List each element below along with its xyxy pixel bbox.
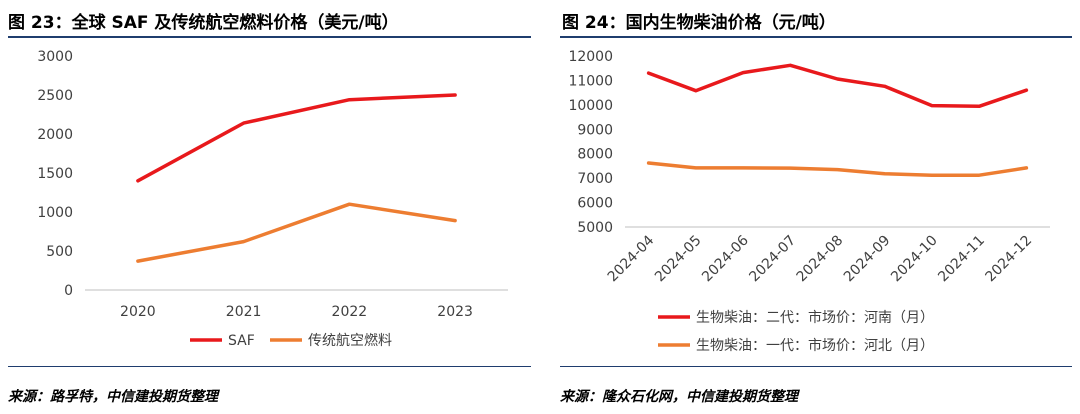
y-tick-label: 6000 [577,196,613,212]
x-tick-label: 2023 [437,304,473,320]
left-title-rule [8,36,531,38]
y-tick-label: 3000 [37,49,73,65]
right-source: 来源：隆众石化网，中信建投期货整理 [560,389,798,405]
y-tick-label: 9000 [577,122,613,138]
left-chart: 0 500 1000 1500 2000 2500 3000 2020 2021 2022 2023… [37,49,508,349]
x-tick-label: 2022 [332,304,368,320]
y-tick-label: 12000 [568,49,613,65]
legend-label-1: 生物柴油：二代：市场价：河南（月） [696,309,934,326]
legend-label-1: SAF [228,333,255,349]
x-tick-label: 2024-07 [746,233,799,286]
x-tick-label: 2024-06 [699,232,752,285]
x-tick-label: 2020 [120,304,156,320]
x-tick-label: 2024-12 [983,233,1036,286]
x-tick-label: 2024-10 [888,233,941,286]
left-chart-title: 图 23：全球 SAF 及传统航空燃料价格（美元/吨） [8,13,399,33]
right-chart-title: 图 24：国内生物柴油价格（元/吨） [562,13,836,33]
x-tick-label: 2024-08 [794,233,847,286]
series-line-1 [646,63,1029,109]
y-tick-label: 0 [64,283,73,299]
x-tick-label: 2024-05 [652,233,705,286]
y-tick-label: 500 [46,244,73,260]
x-tick-label: 2021 [226,304,262,320]
series-line-2 [136,202,457,263]
legend-label-2: 传统航空燃料 [308,332,392,349]
y-tick-label: 11000 [568,73,613,89]
series-line-1 [136,93,457,183]
left-source: 来源：路孚特，中信建投期货整理 [8,389,218,405]
y-tick-label: 8000 [577,147,613,163]
right-title-rule [560,36,1072,38]
series-line-2 [646,161,1029,177]
y-tick-label: 7000 [577,171,613,187]
y-tick-label: 1000 [37,205,73,221]
y-tick-label: 5000 [577,220,613,236]
right-chart: 5000 6000 7000 8000 9000 10000 11000 12000 2024-… [568,49,1050,354]
x-tick-label: 2024-04 [605,232,658,285]
y-tick-label: 10000 [568,98,613,114]
y-tick-label: 2000 [37,127,73,143]
y-tick-label: 1500 [37,166,73,182]
x-tick-label: 2024-09 [841,233,894,286]
legend-label-2: 生物柴油：一代：市场价：河北（月） [696,337,934,354]
x-tick-label: 2024-11 [935,233,988,286]
left-bottom-rule [8,366,531,367]
y-tick-label: 2500 [37,88,73,104]
right-bottom-rule [560,366,1072,367]
